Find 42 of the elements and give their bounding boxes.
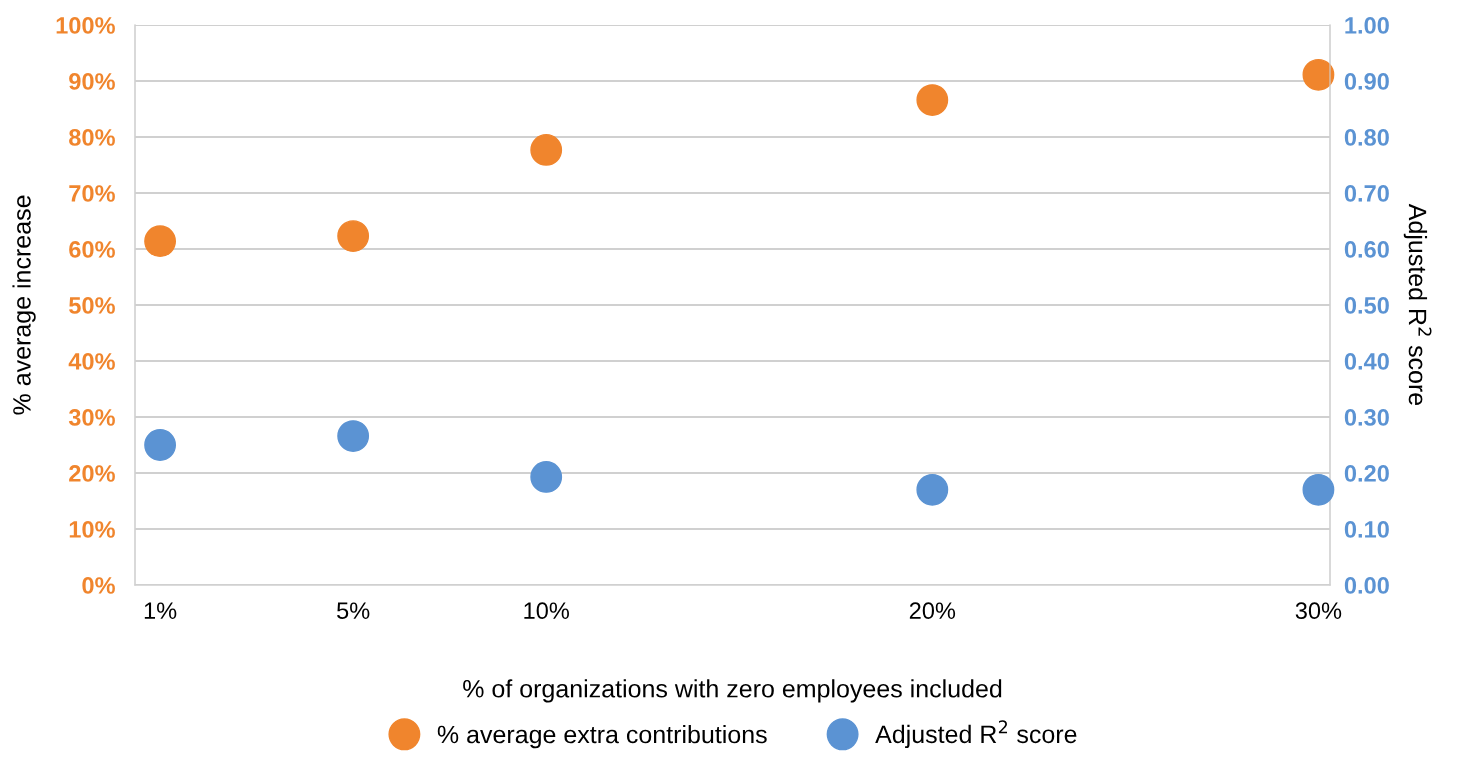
y2-tick-label: 0.30 [1344,409,1389,426]
point [144,225,177,258]
y-tick-label: 10% [69,521,115,538]
y2-tick-label: 1.00 [1345,17,1389,34]
point [1302,473,1335,506]
point [916,84,949,116]
x-tick-label: 1% [144,602,177,619]
y-tick-label: 40% [68,353,115,370]
y2-tick-label: 0.80 [1344,129,1389,146]
y2-tick-label: 0.70 [1344,185,1389,202]
y2-tick-label: 0.50 [1344,297,1389,314]
legend-label: Adjusted R$^{2}$ score [875,720,1077,749]
y-tick-label: 30% [68,409,115,426]
x-tick-label: 20% [909,602,956,620]
point [1302,58,1335,91]
legend-label: % average extra contributions [437,724,767,749]
y-tick-label: 20% [69,465,115,482]
y-tick-label: 100% [56,17,115,34]
point [530,461,563,493]
y2-tick-label: 0.00 [1344,577,1389,594]
point [144,429,177,461]
y2-tick-label: 0.90 [1344,73,1389,90]
y-tick-label: 60% [69,241,115,258]
y-tick-label: 70% [69,185,115,202]
x-axis-title: % of organizations with zero employees included [463,679,1002,703]
x-tick-label: 30% [1295,602,1342,620]
y-axis-title: % average increase [12,195,36,415]
point [530,133,563,166]
point [916,473,949,506]
x-tick-label: 10% [524,602,569,620]
point [337,220,370,253]
y-tick-label: 50% [69,297,115,314]
y2-tick-label: 0.10 [1344,521,1389,538]
x-tick-label: 5% [337,602,370,620]
y2-tick-label: 0.20 [1344,465,1389,482]
y2-tick-label: 0.60 [1344,241,1389,258]
y2-tick-label: 0.40 [1344,353,1389,370]
y-tick-label: 80% [69,129,115,146]
point [337,420,370,452]
y-tick-label: 90% [69,73,115,90]
y2-axis-title: Adjusted R$^{2}$ score [1403,203,1432,406]
y-tick-label: 0% [82,577,115,594]
